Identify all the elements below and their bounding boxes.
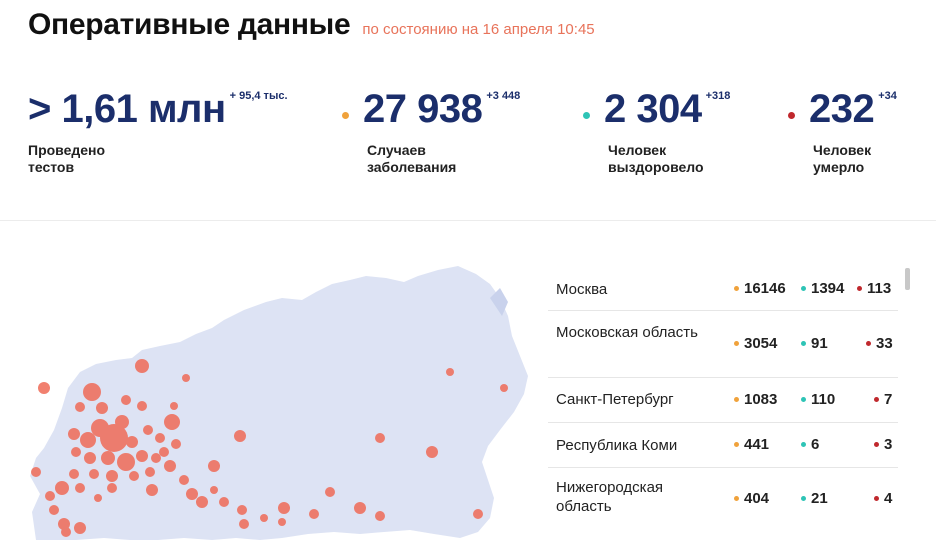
deaths-dot-icon — [874, 397, 879, 402]
region-recovered: 91 — [811, 335, 828, 352]
region-row-moscow[interactable]: Москва 16146 1394 113 — [548, 266, 898, 311]
region-deaths: 33 — [876, 335, 893, 352]
recovered-dot-icon — [801, 341, 806, 346]
deaths-dot-icon — [788, 112, 795, 119]
stat-delta: + 95,4 тыс. — [229, 90, 288, 102]
region-name: Московская область — [556, 324, 698, 341]
region-row-komi[interactable]: Республика Коми 441 6 3 — [548, 423, 898, 468]
regions-list[interactable]: Москва 16146 1394 113 Московская область… — [548, 266, 898, 534]
region-deaths: 4 — [884, 490, 893, 507]
recovered-dot-icon — [801, 442, 806, 447]
cases-dot-icon — [734, 442, 739, 447]
region-recovered: 1394 — [811, 280, 845, 297]
region-row-nizhny-novgorod[interactable]: Нижегородская область 404 21 4 — [548, 468, 898, 534]
stats-panel: > 1,61 млн + 95,4 тыс. Проведено тестов … — [0, 86, 936, 206]
stat-label-line1: Проведено — [28, 142, 106, 158]
stat-value: > 1,61 млн — [28, 87, 226, 131]
page-header: Оперативные данные по состоянию на 16 ап… — [28, 8, 595, 42]
stat-delta: +3 448 — [486, 90, 521, 102]
region-row-moscow-oblast[interactable]: Московская область 3054 91 33 — [548, 311, 898, 378]
stat-label-line1: Человек — [813, 142, 872, 158]
deaths-dot-icon — [874, 442, 879, 447]
region-cases: 3054 — [744, 335, 778, 352]
cases-dot-icon — [734, 496, 739, 501]
region-cases: 441 — [744, 436, 770, 453]
recovered-dot-icon — [801, 397, 806, 402]
region-cases: 16146 — [744, 280, 786, 297]
stat-deaths: 232 +34 Человек умерло — [788, 86, 897, 176]
stat-label-line1: Человек — [608, 142, 667, 158]
recovered-dot-icon — [801, 286, 806, 291]
page-title: Оперативные данные — [28, 8, 351, 41]
region-deaths: 7 — [884, 391, 893, 408]
region-cases: 1083 — [744, 391, 778, 408]
russia-map-icon[interactable] — [14, 262, 534, 542]
deaths-dot-icon — [857, 286, 862, 291]
cases-dot-icon — [734, 341, 739, 346]
region-recovered: 6 — [811, 436, 820, 453]
stat-cases: 27 938 +3 448 Случаев заболевания — [342, 86, 520, 176]
stat-label-line2: заболевания — [367, 159, 457, 175]
recovered-dot-icon — [801, 496, 806, 501]
stat-value: 27 938 — [363, 87, 483, 131]
region-name: Москва — [556, 281, 608, 298]
stat-recovered: 2 304 +318 Человек выздоровело — [583, 86, 730, 176]
cases-dot-icon — [734, 397, 739, 402]
stat-label-line2: тестов — [28, 159, 75, 175]
region-name: Санкт-Петербург — [556, 391, 674, 408]
region-recovered: 110 — [811, 391, 836, 408]
stat-label-line1: Случаев — [367, 142, 426, 158]
stat-tests: > 1,61 млн + 95,4 тыс. Проведено тестов — [28, 86, 288, 176]
region-deaths: 113 — [867, 280, 892, 297]
section-divider — [0, 220, 936, 221]
regions-scrollbar[interactable] — [905, 268, 910, 290]
region-name: Республика Коми — [556, 437, 678, 454]
region-name: Нижегородская область — [556, 479, 664, 515]
timestamp: по состоянию на 16 апреля 10:45 — [362, 21, 595, 38]
region-recovered: 21 — [811, 490, 828, 507]
stat-delta: +318 — [705, 90, 731, 102]
recovered-dot-icon — [583, 112, 590, 119]
stat-delta: +34 — [878, 90, 897, 102]
cases-dot-icon — [342, 112, 349, 119]
region-deaths: 3 — [884, 436, 893, 453]
deaths-dot-icon — [874, 496, 879, 501]
stat-value: 2 304 — [604, 87, 702, 131]
cases-dot-icon — [734, 286, 739, 291]
region-cases: 404 — [744, 490, 770, 507]
deaths-dot-icon — [866, 341, 871, 346]
stat-value: 232 — [809, 87, 875, 131]
region-row-spb[interactable]: Санкт-Петербург 1083 110 7 — [548, 378, 898, 423]
stat-label-line2: выздоровело — [608, 159, 704, 175]
stat-label-line2: умерло — [813, 159, 865, 175]
